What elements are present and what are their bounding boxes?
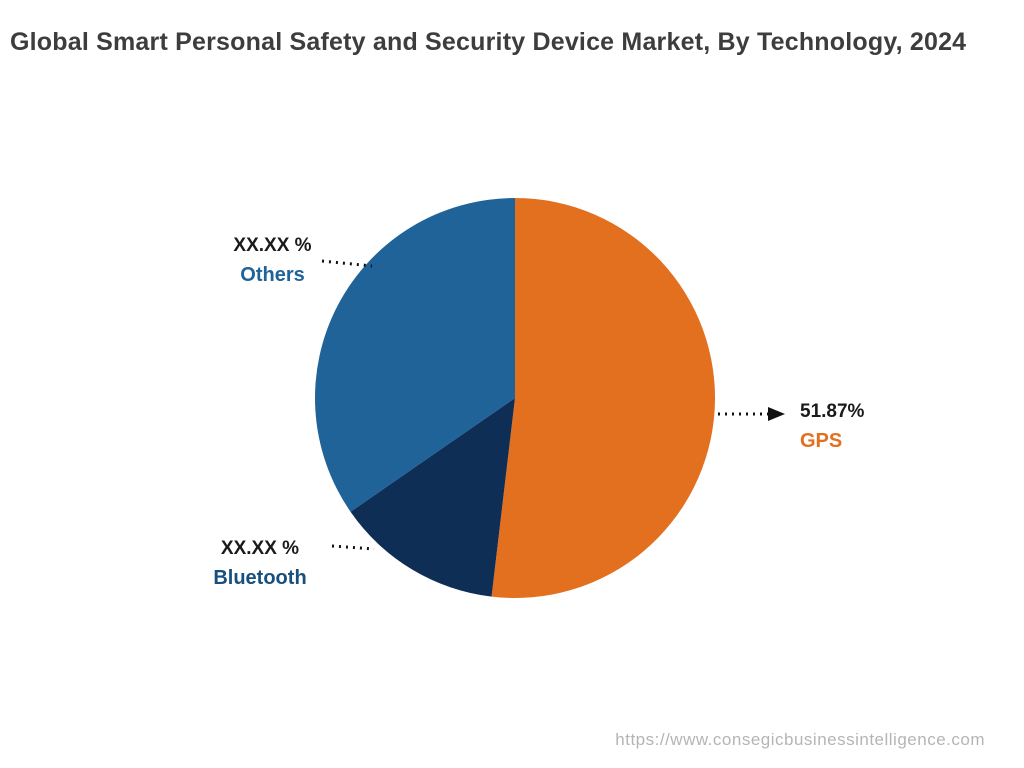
footer-url: https://www.consegicbusinessintelligence… — [615, 730, 985, 749]
pie-slice-gps — [491, 198, 716, 598]
pie-slices — [315, 198, 716, 598]
bluetooth-percent-label: XX.XX % — [220, 538, 300, 559]
pie-slice-bluetooth — [350, 398, 515, 597]
others-name-label: Others — [240, 264, 305, 287]
label-bluetooth: XX.XX % Bluetooth — [195, 534, 325, 594]
label-gps: 51.87% GPS — [800, 397, 930, 457]
gps-percent-label: 51.87% — [800, 401, 865, 422]
arrowhead-icon — [768, 407, 785, 421]
leader-line-others — [321, 259, 373, 268]
pie-slice-others — [315, 198, 515, 512]
leader-line-bluetooth — [331, 544, 375, 551]
bluetooth-name-label: Bluetooth — [213, 567, 307, 590]
label-others: XX.XX % Others — [215, 231, 330, 291]
leader-lines — [321, 259, 785, 551]
chart-title: Global Smart Personal Safety and Securit… — [10, 28, 967, 56]
others-percent-label: XX.XX % — [233, 235, 312, 256]
gps-name-label: GPS — [800, 430, 843, 453]
